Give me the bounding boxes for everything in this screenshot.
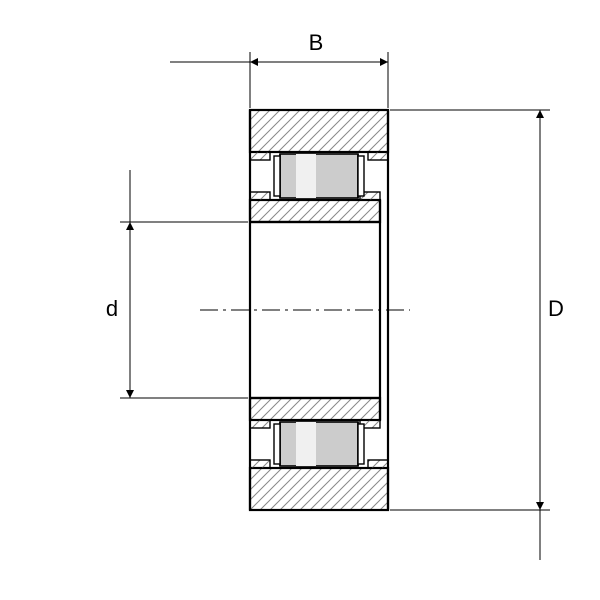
dimension-B: B — [170, 30, 388, 108]
outer-ring-top — [250, 110, 388, 152]
bearing-cross-section-diagram: B D d — [0, 0, 600, 600]
outer-ring-lip-left-top — [250, 152, 270, 160]
label-B: B — [309, 30, 324, 55]
outer-ring-bottom — [250, 468, 388, 510]
inner-ring-lip-left-top — [250, 192, 270, 200]
inner-ring-lip-left-bottom — [250, 420, 270, 428]
outer-ring-lip-right-bottom — [368, 460, 388, 468]
lower-half — [250, 398, 388, 510]
inner-ring-top — [250, 200, 380, 222]
label-d: d — [106, 296, 118, 321]
roller-top — [274, 154, 364, 198]
upper-half — [250, 110, 388, 222]
roller-bottom — [274, 422, 364, 466]
dimension-d: d — [106, 170, 248, 398]
outer-ring-lip-right-top — [368, 152, 388, 160]
label-D: D — [548, 296, 564, 321]
inner-ring-bottom — [250, 398, 380, 420]
dimension-D: D — [390, 110, 564, 560]
outer-ring-lip-left-bottom — [250, 460, 270, 468]
